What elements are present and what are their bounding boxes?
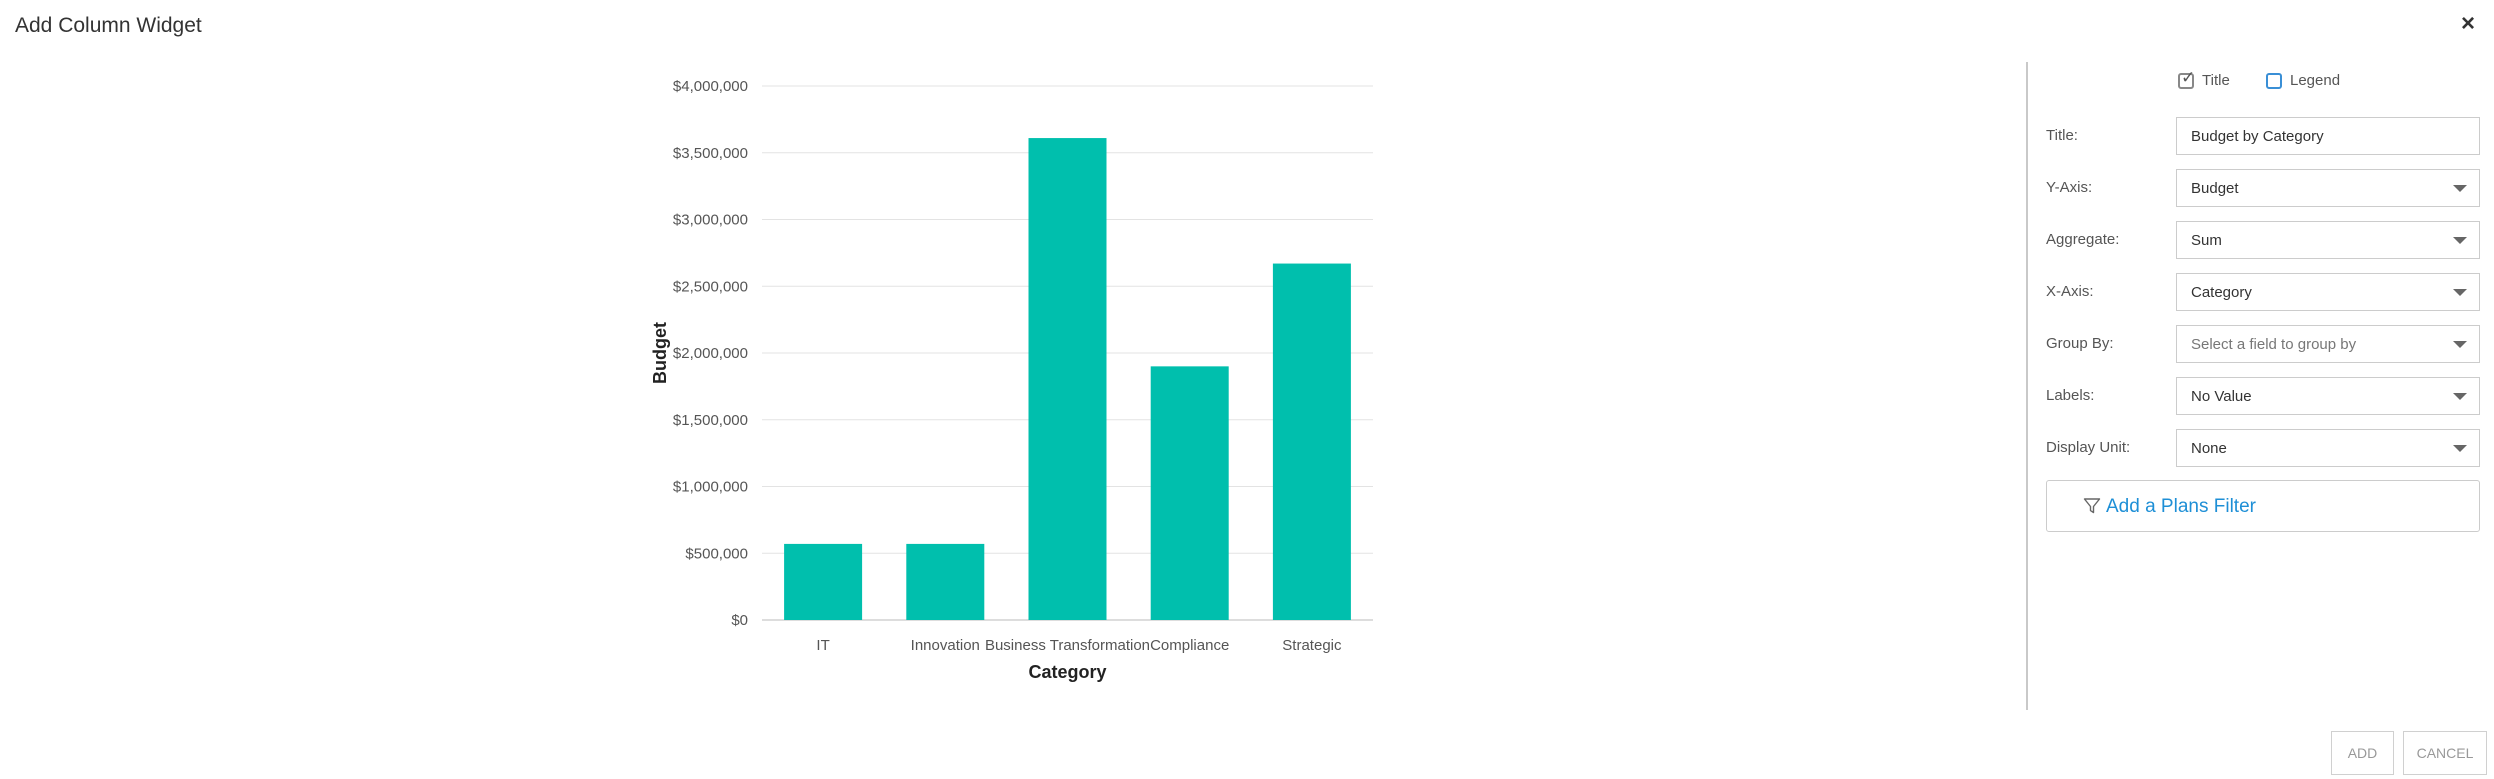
y-axis-value: Budget	[2191, 180, 2239, 197]
x-axis-value: Category	[2191, 284, 2252, 301]
x-tick-label: Strategic	[1282, 637, 1342, 654]
y-axis-select[interactable]: Budget	[2176, 169, 2480, 207]
y-tick-label: $3,500,000	[673, 145, 748, 162]
labels-field-row: Labels: No Value	[2046, 377, 2488, 415]
x-axis-title: Category	[1028, 662, 1106, 682]
group-by-label: Group By:	[2046, 335, 2114, 352]
display-unit-select[interactable]: None	[2176, 429, 2480, 467]
group-by-placeholder: Select a field to group by	[2191, 336, 2357, 353]
y-tick-label: $0	[731, 612, 748, 629]
chevron-down-icon	[2453, 185, 2467, 192]
bar	[1028, 138, 1107, 620]
x-axis-field-row: X-Axis: Category	[2046, 273, 2488, 311]
legend-toggle-label: Legend	[2290, 72, 2341, 89]
add-plans-filter-label: Add a Plans Filter	[2106, 496, 2256, 517]
y-axis-label: Y-Axis:	[2046, 179, 2093, 196]
add-plans-filter-button[interactable]: Add a Plans Filter	[2046, 480, 2480, 532]
display-unit-label: Display Unit:	[2046, 439, 2131, 456]
filter-icon	[2083, 498, 2101, 514]
display-unit-field-row: Display Unit: None	[2046, 429, 2488, 467]
aggregate-label: Aggregate:	[2046, 231, 2120, 248]
chevron-down-icon	[2453, 445, 2467, 452]
labels-value: No Value	[2191, 388, 2252, 405]
aggregate-value: Sum	[2191, 232, 2222, 249]
chevron-down-icon	[2453, 341, 2467, 348]
labels-label: Labels:	[2046, 387, 2095, 404]
x-tick-label: Compliance	[1150, 637, 1229, 654]
legend-checkbox[interactable]	[2266, 72, 2282, 89]
title-toggle-label: Title	[2202, 72, 2230, 89]
legend-toggle[interactable]: Legend	[2266, 72, 2340, 89]
bar	[1272, 263, 1351, 620]
cancel-button[interactable]: CANCEL	[2403, 731, 2487, 775]
chevron-down-icon	[2453, 237, 2467, 244]
x-tick-label: IT	[816, 637, 829, 654]
x-axis-label: X-Axis:	[2046, 283, 2094, 300]
settings-panel: Title Legend Title: Budget by Category Y…	[2040, 0, 2494, 779]
bar	[1150, 366, 1229, 620]
title-field-label: Title:	[2046, 127, 2078, 144]
group-by-select[interactable]: Select a field to group by	[2176, 325, 2480, 363]
aggregate-select[interactable]: Sum	[2176, 221, 2480, 259]
dialog-title: Add Column Widget	[15, 14, 202, 37]
group-by-field-row: Group By: Select a field to group by	[2046, 325, 2488, 363]
title-toggle[interactable]: Title	[2178, 68, 2230, 89]
chevron-down-icon	[2453, 393, 2467, 400]
title-input[interactable]: Budget by Category	[2176, 117, 2480, 155]
chevron-down-icon	[2453, 289, 2467, 296]
display-toggles: Title Legend	[2040, 68, 2494, 96]
y-axis-title: Budget	[650, 322, 670, 384]
y-tick-label: $2,000,000	[673, 345, 748, 362]
display-unit-value: None	[2191, 440, 2227, 457]
close-icon[interactable]: ×	[2460, 10, 2475, 37]
x-axis-select[interactable]: Category	[2176, 273, 2480, 311]
column-chart: $0 $500,000 $1,000,000 $1,500,000 $2,000,000…	[650, 78, 1373, 682]
y-tick-label: $4,000,000	[673, 78, 748, 95]
y-tick-label: $1,500,000	[673, 412, 748, 429]
y-tick-label: $1,000,000	[673, 479, 748, 496]
title-checkbox[interactable]	[2178, 68, 2195, 89]
aggregate-field-row: Aggregate: Sum	[2046, 221, 2488, 259]
add-button[interactable]: ADD	[2331, 731, 2394, 775]
bar	[784, 543, 863, 620]
y-tick-label: $2,500,000	[673, 278, 748, 295]
x-tick-label: Business Transformation	[985, 637, 1150, 654]
labels-select[interactable]: No Value	[2176, 377, 2480, 415]
x-tick-label: Innovation	[911, 637, 980, 654]
title-field-row: Title: Budget by Category	[2046, 117, 2488, 155]
chart-canvas: $0 $500,000 $1,000,000 $1,500,000 $2,000,000…	[650, 78, 1373, 682]
y-tick-label: $3,000,000	[673, 212, 748, 229]
bar	[906, 543, 985, 620]
panel-divider	[2026, 62, 2028, 710]
y-tick-label: $500,000	[685, 545, 748, 562]
y-axis-field-row: Y-Axis: Budget	[2046, 169, 2488, 207]
